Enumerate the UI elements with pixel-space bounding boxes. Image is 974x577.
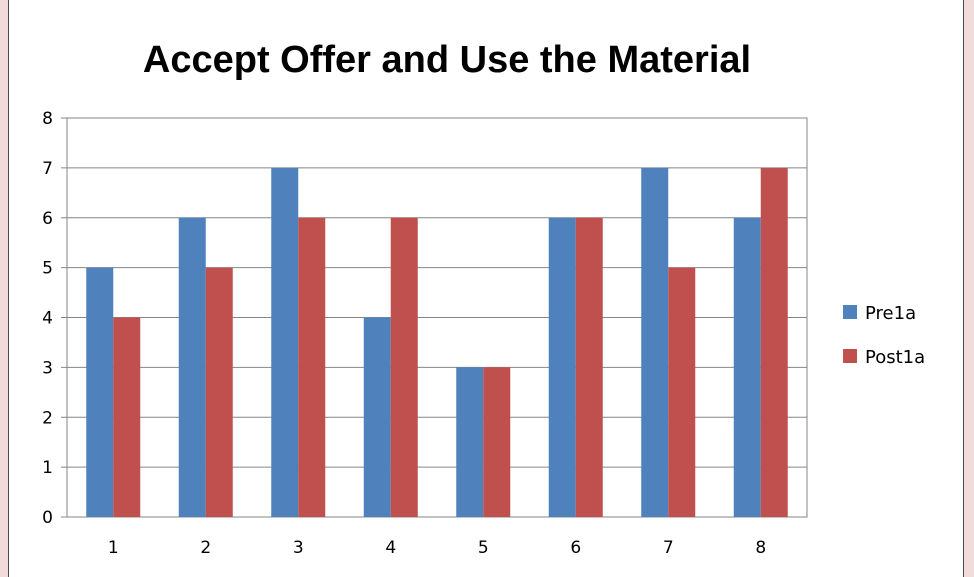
x-tick-label: 2 [200, 538, 211, 558]
x-tick-label: 3 [293, 538, 304, 558]
bar-post1a-2 [205, 267, 233, 517]
x-tick-label: 6 [570, 538, 581, 558]
x-tick-label: 4 [385, 538, 396, 558]
bar-pre1a-6 [548, 217, 576, 517]
chart-frame: Accept Offer and Use the Material 0 1 2 3 4 5… [8, 0, 964, 577]
bar-post1a-6 [575, 217, 603, 517]
legend-label-post1a: Post1a [865, 347, 925, 368]
y-axis: 0 1 2 3 4 5 6 7 8 [42, 109, 68, 528]
y-tick-label: 0 [42, 508, 53, 528]
x-axis: 1 2 3 4 5 6 7 8 [108, 538, 766, 558]
bar-post1a-7 [668, 267, 696, 517]
bar-pre1a-5 [456, 367, 484, 517]
bar-pre1a-4 [363, 317, 391, 517]
x-tick-label: 8 [755, 538, 766, 558]
y-tick-label: 6 [42, 209, 53, 229]
y-tick-label: 3 [42, 358, 53, 378]
bar-pre1a-2 [178, 217, 206, 517]
chart-title: Accept Offer and Use the Material [143, 39, 751, 81]
bar-post1a-3 [298, 217, 326, 517]
x-tick-label: 7 [663, 538, 674, 558]
y-tick-label: 1 [42, 458, 53, 478]
legend-swatch-pre1a [843, 305, 857, 319]
y-tick-label: 8 [42, 109, 53, 129]
legend: Pre1a Post1a [843, 303, 925, 368]
bars [86, 167, 788, 517]
bar-chart: Accept Offer and Use the Material 0 1 2 3 4 5… [42, 39, 925, 558]
y-tick-label: 5 [42, 259, 53, 279]
y-tick-label: 4 [42, 309, 53, 329]
bar-post1a-1 [113, 317, 141, 517]
legend-label-pre1a: Pre1a [865, 303, 916, 324]
bar-post1a-8 [760, 167, 788, 517]
x-tick-label: 5 [478, 538, 489, 558]
y-tick-label: 2 [42, 408, 53, 428]
bar-pre1a-7 [641, 167, 669, 517]
y-tick-label: 7 [42, 159, 53, 179]
bar-post1a-4 [390, 217, 418, 517]
bar-pre1a-8 [733, 217, 761, 517]
x-tick-label: 1 [108, 538, 119, 558]
legend-swatch-post1a [843, 349, 857, 363]
bar-pre1a-1 [86, 267, 114, 517]
bar-post1a-5 [483, 367, 511, 517]
bar-pre1a-3 [271, 167, 299, 517]
